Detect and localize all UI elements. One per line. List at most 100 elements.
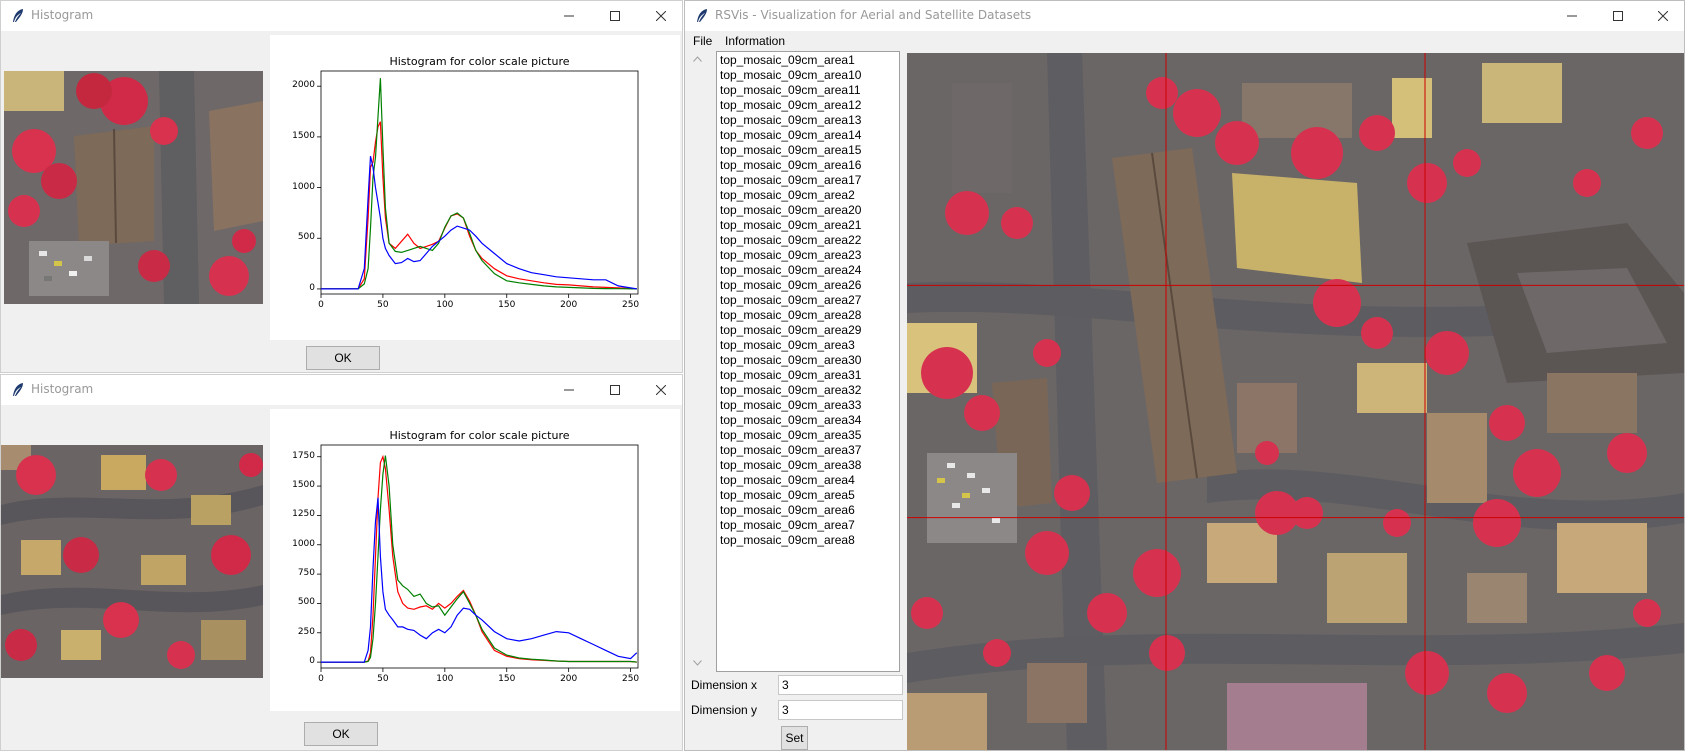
y-tick-label: 1000	[292, 181, 315, 192]
histogram-source-image	[1, 445, 263, 678]
file-list-item[interactable]: top_mosaic_09cm_area8	[720, 533, 855, 547]
maximize-button[interactable]	[1595, 1, 1641, 31]
file-list-item[interactable]: top_mosaic_09cm_area20	[720, 203, 862, 217]
menu-file[interactable]: File	[693, 34, 713, 48]
file-list-scrollbar[interactable]	[687, 51, 707, 671]
file-list-item[interactable]: top_mosaic_09cm_area29	[720, 323, 862, 337]
aerial-image-view[interactable]	[907, 53, 1684, 750]
x-tick-label: 0	[318, 674, 324, 684]
chevron-up-icon	[692, 56, 702, 62]
maximize-icon	[610, 11, 620, 21]
window-title: RSVis - Visualization for Aerial and Sat…	[715, 8, 1032, 22]
file-list-item[interactable]: top_mosaic_09cm_area31	[720, 368, 862, 382]
title-bar: RSVis - Visualization for Aerial and Sat…	[685, 1, 1684, 31]
y-tick-label: 1500	[292, 130, 315, 141]
file-list-item[interactable]: top_mosaic_09cm_area21	[720, 218, 862, 232]
ok-button[interactable]: OK	[306, 346, 380, 370]
file-list-item[interactable]: top_mosaic_09cm_area5	[720, 488, 855, 502]
file-list-item[interactable]: top_mosaic_09cm_area3	[720, 338, 855, 352]
dimension-y-input[interactable]: 3	[778, 700, 903, 720]
minimize-icon	[1567, 15, 1577, 17]
maximize-button[interactable]	[592, 1, 638, 31]
maximize-icon	[610, 385, 620, 395]
file-list-item[interactable]: top_mosaic_09cm_area24	[720, 263, 862, 277]
file-list-item[interactable]: top_mosaic_09cm_area6	[720, 503, 855, 517]
y-tick-label: 250	[297, 626, 315, 637]
file-list-item[interactable]: top_mosaic_09cm_area26	[720, 278, 862, 292]
y-tick-label: 1250	[292, 509, 315, 520]
histogram-chart	[317, 70, 639, 298]
file-list-item[interactable]: top_mosaic_09cm_area17	[720, 173, 862, 187]
histogram-window-1: Histogram Histogram for color scale pi	[0, 0, 683, 373]
histogram-plot-2: Histogram for color scale picture 1750 15…	[270, 409, 680, 711]
file-list-item[interactable]: top_mosaic_09cm_area28	[720, 308, 862, 322]
minimize-icon	[564, 15, 574, 17]
file-list-item[interactable]: top_mosaic_09cm_area4	[720, 473, 855, 487]
dimension-x-input[interactable]: 3	[778, 675, 903, 695]
ok-button[interactable]: OK	[304, 722, 378, 746]
minimize-button[interactable]	[1549, 1, 1595, 31]
scroll-down-button[interactable]	[687, 655, 707, 671]
file-list-item[interactable]: top_mosaic_09cm_area2	[720, 188, 855, 202]
maximize-icon	[1613, 11, 1623, 21]
file-list-item[interactable]: top_mosaic_09cm_area22	[720, 233, 862, 247]
file-list-item[interactable]: top_mosaic_09cm_area10	[720, 68, 862, 82]
x-tick-label: 50	[377, 674, 389, 684]
file-list-item[interactable]: top_mosaic_09cm_area16	[720, 158, 862, 172]
file-list-item[interactable]: top_mosaic_09cm_area33	[720, 398, 862, 412]
file-list[interactable]: top_mosaic_09cm_area1 top_mosaic_09cm_are…	[716, 51, 900, 672]
file-list-item[interactable]: top_mosaic_09cm_area32	[720, 383, 862, 397]
x-tick-label: 250	[621, 300, 640, 310]
close-icon	[656, 385, 666, 395]
file-list-item[interactable]: top_mosaic_09cm_area15	[720, 143, 862, 157]
feather-icon	[13, 9, 23, 22]
file-list-item[interactable]: top_mosaic_09cm_area11	[720, 83, 861, 97]
close-button[interactable]	[638, 1, 682, 31]
file-list-item[interactable]: top_mosaic_09cm_area27	[720, 293, 862, 307]
series-line-2	[321, 497, 638, 663]
minimize-button[interactable]	[546, 375, 592, 405]
file-list-item[interactable]: top_mosaic_09cm_area38	[720, 458, 862, 472]
x-tick-label: 250	[621, 674, 640, 684]
x-tick-label: 150	[498, 300, 516, 310]
series-line-1	[321, 78, 637, 290]
file-list-item[interactable]: top_mosaic_09cm_area1	[720, 53, 855, 67]
file-list-item[interactable]: top_mosaic_09cm_area12	[720, 98, 862, 112]
x-tick-label: 100	[436, 674, 454, 684]
x-tick-label: 200	[560, 674, 578, 684]
minimize-button[interactable]	[546, 1, 592, 31]
dimension-x-label: Dimension x	[691, 678, 758, 692]
series-line-2	[321, 155, 637, 290]
series-line-0	[321, 454, 637, 663]
file-list-item[interactable]: top_mosaic_09cm_area23	[720, 248, 862, 262]
menu-bar: File Information	[685, 31, 1684, 51]
file-list-item[interactable]: top_mosaic_09cm_area7	[720, 518, 855, 532]
window-title: Histogram	[31, 8, 94, 22]
close-icon	[1658, 11, 1668, 21]
y-tick-label: 1500	[292, 480, 315, 491]
maximize-button[interactable]	[592, 375, 638, 405]
plot-frame	[320, 70, 639, 295]
file-list-item[interactable]: top_mosaic_09cm_area35	[720, 428, 862, 442]
close-icon	[656, 11, 666, 21]
histogram-chart	[317, 444, 639, 672]
title-bar: Histogram	[1, 1, 682, 31]
chevron-down-icon	[692, 660, 702, 666]
y-tick-label: 1750	[292, 450, 315, 461]
file-list-item[interactable]: top_mosaic_09cm_area14	[720, 128, 862, 142]
file-list-item[interactable]: top_mosaic_09cm_area13	[720, 113, 862, 127]
dimension-y-label: Dimension y	[691, 703, 758, 717]
series-line-1	[321, 455, 637, 663]
close-button[interactable]	[1640, 1, 1684, 31]
close-button[interactable]	[638, 375, 682, 405]
scroll-up-button[interactable]	[687, 51, 707, 67]
file-list-item[interactable]: top_mosaic_09cm_area30	[720, 353, 862, 367]
file-list-item[interactable]: top_mosaic_09cm_area37	[720, 443, 862, 457]
file-list-item[interactable]: top_mosaic_09cm_area34	[720, 413, 862, 427]
set-button[interactable]: Set	[781, 726, 808, 750]
minimize-icon	[564, 389, 574, 391]
y-tick-label: 2000	[292, 80, 315, 91]
menu-information[interactable]: Information	[725, 34, 786, 48]
y-tick-label: 0	[309, 656, 315, 667]
histogram-window-2: Histogram Histogram for color s	[0, 374, 683, 751]
